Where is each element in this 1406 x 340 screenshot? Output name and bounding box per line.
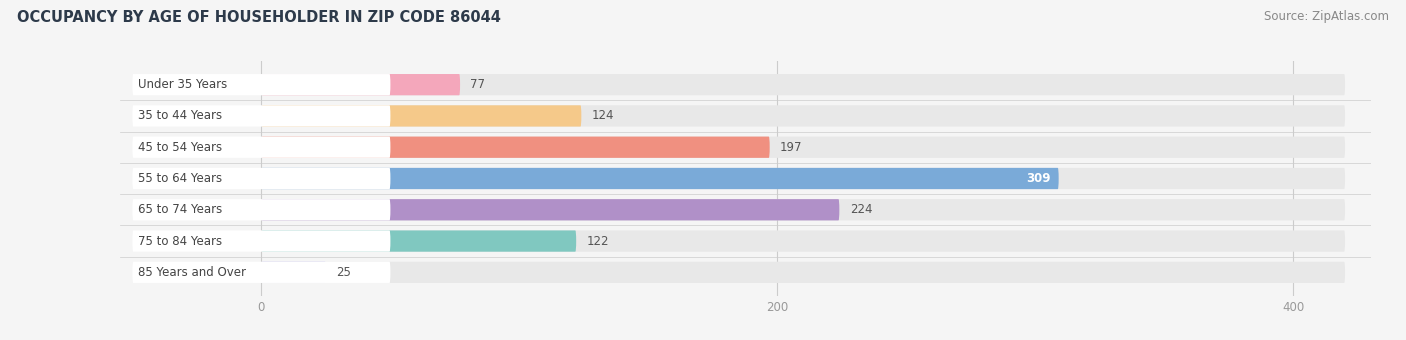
Text: 197: 197 xyxy=(780,141,803,154)
FancyBboxPatch shape xyxy=(262,231,1346,252)
Text: Under 35 Years: Under 35 Years xyxy=(138,78,226,91)
Text: 124: 124 xyxy=(592,109,614,122)
FancyBboxPatch shape xyxy=(132,231,391,252)
FancyBboxPatch shape xyxy=(132,262,391,283)
Text: 45 to 54 Years: 45 to 54 Years xyxy=(138,141,222,154)
FancyBboxPatch shape xyxy=(262,105,581,126)
Text: Source: ZipAtlas.com: Source: ZipAtlas.com xyxy=(1264,10,1389,23)
FancyBboxPatch shape xyxy=(132,137,391,158)
FancyBboxPatch shape xyxy=(262,168,1059,189)
FancyBboxPatch shape xyxy=(262,105,1346,126)
FancyBboxPatch shape xyxy=(262,199,1346,220)
FancyBboxPatch shape xyxy=(132,74,391,95)
Text: 75 to 84 Years: 75 to 84 Years xyxy=(138,235,222,248)
Text: 85 Years and Over: 85 Years and Over xyxy=(138,266,246,279)
Text: 309: 309 xyxy=(1026,172,1050,185)
Text: 77: 77 xyxy=(471,78,485,91)
FancyBboxPatch shape xyxy=(262,168,1346,189)
Text: 224: 224 xyxy=(849,203,872,216)
FancyBboxPatch shape xyxy=(262,74,460,95)
Text: OCCUPANCY BY AGE OF HOUSEHOLDER IN ZIP CODE 86044: OCCUPANCY BY AGE OF HOUSEHOLDER IN ZIP C… xyxy=(17,10,501,25)
Text: 55 to 64 Years: 55 to 64 Years xyxy=(138,172,222,185)
FancyBboxPatch shape xyxy=(262,262,326,283)
FancyBboxPatch shape xyxy=(132,105,391,126)
FancyBboxPatch shape xyxy=(262,74,1346,95)
Text: 35 to 44 Years: 35 to 44 Years xyxy=(138,109,222,122)
Text: 25: 25 xyxy=(336,266,352,279)
FancyBboxPatch shape xyxy=(132,199,391,220)
FancyBboxPatch shape xyxy=(262,262,1346,283)
FancyBboxPatch shape xyxy=(262,231,576,252)
Text: 65 to 74 Years: 65 to 74 Years xyxy=(138,203,222,216)
FancyBboxPatch shape xyxy=(262,137,1346,158)
FancyBboxPatch shape xyxy=(262,199,839,220)
FancyBboxPatch shape xyxy=(132,168,391,189)
FancyBboxPatch shape xyxy=(262,137,769,158)
Text: 122: 122 xyxy=(586,235,609,248)
